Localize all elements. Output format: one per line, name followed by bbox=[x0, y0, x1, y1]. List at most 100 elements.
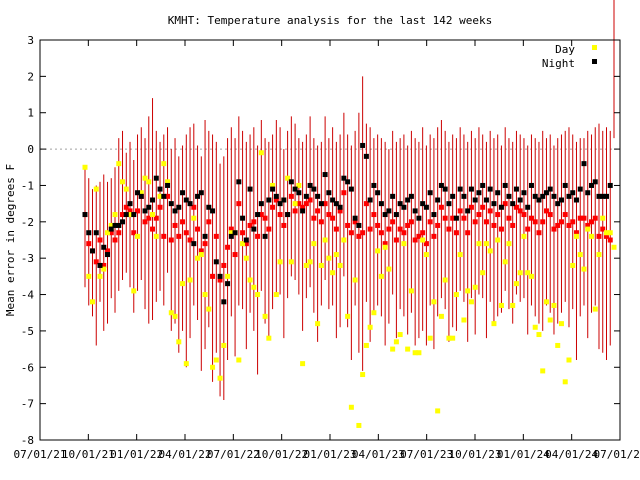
night-point bbox=[288, 179, 294, 185]
night-point bbox=[285, 212, 291, 218]
mean-error-point bbox=[330, 215, 336, 221]
day-point bbox=[296, 182, 302, 188]
day-point bbox=[472, 284, 478, 290]
night-point bbox=[228, 233, 234, 239]
y-tick-label: -8 bbox=[21, 434, 34, 447]
night-point bbox=[202, 233, 208, 239]
mean-error-point bbox=[341, 190, 347, 196]
x-tick-label: 10/01/23 bbox=[449, 448, 502, 461]
day-point bbox=[570, 262, 576, 268]
night-point bbox=[303, 193, 309, 199]
day-point bbox=[566, 357, 572, 363]
day-point bbox=[446, 335, 452, 341]
plot-frame-and-axes: 3210-1-2-3-4-5-6-7-807/01/2110/01/2101/0… bbox=[14, 34, 640, 461]
mean-error-point bbox=[491, 222, 497, 228]
mean-error-point bbox=[326, 212, 332, 218]
mean-error-point bbox=[127, 208, 133, 214]
night-point bbox=[262, 233, 268, 239]
night-point bbox=[540, 193, 546, 199]
mean-error-point bbox=[397, 226, 403, 232]
y-tick-label: -2 bbox=[21, 216, 34, 229]
night-point bbox=[86, 230, 92, 236]
mean-error-point bbox=[555, 222, 561, 228]
mean-error-point bbox=[101, 262, 107, 268]
day-point bbox=[371, 310, 377, 316]
day-point bbox=[180, 281, 186, 287]
night-point bbox=[82, 212, 88, 218]
day-point bbox=[288, 259, 294, 265]
mean-error-point bbox=[303, 201, 309, 207]
night-point bbox=[435, 197, 441, 203]
night-point bbox=[513, 186, 519, 192]
day-point bbox=[573, 233, 579, 239]
night-point bbox=[127, 201, 133, 207]
night-point bbox=[255, 212, 261, 218]
night-point bbox=[281, 197, 287, 203]
mean-error-point bbox=[468, 204, 474, 210]
day-point bbox=[341, 237, 347, 243]
mean-error-point bbox=[547, 212, 553, 218]
x-tick-label: 01/01/24 bbox=[497, 448, 550, 461]
mean-error-point bbox=[307, 197, 313, 203]
night-point bbox=[337, 204, 343, 210]
mean-error-point bbox=[558, 219, 564, 225]
mean-error-point bbox=[450, 215, 456, 221]
day-point bbox=[517, 270, 523, 276]
mean-error-point bbox=[187, 237, 193, 243]
mean-error-point bbox=[408, 219, 414, 225]
mean-error-point bbox=[476, 212, 482, 218]
mean-error-point bbox=[570, 219, 576, 225]
night-point bbox=[251, 226, 257, 232]
y-tick-label: 0 bbox=[27, 143, 34, 156]
night-point bbox=[570, 190, 576, 196]
mean-error-point bbox=[142, 219, 148, 225]
mean-error-point bbox=[431, 233, 437, 239]
mean-error-point bbox=[363, 201, 369, 207]
mean-error-point bbox=[262, 215, 268, 221]
mean-error-point bbox=[161, 233, 167, 239]
night-point bbox=[457, 186, 463, 192]
night-point bbox=[120, 219, 126, 225]
night-point bbox=[468, 186, 474, 192]
night-point bbox=[483, 197, 489, 203]
mean-error-point bbox=[502, 201, 508, 207]
legend-night-label: Night bbox=[542, 57, 575, 70]
mean-error-point bbox=[217, 277, 223, 283]
night-point bbox=[108, 226, 114, 232]
night-point bbox=[322, 172, 328, 178]
day-point bbox=[596, 252, 602, 258]
mean-error-point bbox=[592, 215, 598, 221]
night-point bbox=[90, 248, 96, 254]
plot-frame bbox=[39, 39, 621, 441]
day-point bbox=[213, 357, 219, 363]
day-point bbox=[108, 222, 114, 228]
night-point bbox=[558, 197, 564, 203]
y-tick-label: -1 bbox=[21, 179, 34, 192]
y-tick-label: -5 bbox=[21, 325, 34, 338]
night-point bbox=[588, 182, 594, 188]
day-point bbox=[183, 361, 189, 367]
day-point bbox=[93, 186, 99, 192]
day-point bbox=[363, 342, 369, 348]
day-point bbox=[431, 299, 437, 305]
day-point bbox=[450, 335, 456, 341]
mean-error-point bbox=[206, 219, 212, 225]
mean-error-point bbox=[487, 208, 493, 214]
day-point bbox=[536, 332, 542, 338]
day-point bbox=[592, 306, 598, 312]
mean-error-point bbox=[427, 219, 433, 225]
day-point bbox=[378, 273, 384, 279]
mean-error-point bbox=[232, 252, 238, 258]
day-point bbox=[382, 244, 388, 250]
night-point bbox=[506, 193, 512, 199]
mean-error-point bbox=[146, 215, 152, 221]
day-point bbox=[150, 212, 156, 218]
night-point bbox=[292, 186, 298, 192]
night-point bbox=[532, 193, 538, 199]
x-tick-label: 07/01/24 bbox=[594, 448, 640, 461]
night-point bbox=[217, 273, 223, 279]
mean-error-point bbox=[292, 208, 298, 214]
day-point bbox=[468, 299, 474, 305]
night-point bbox=[607, 182, 613, 188]
